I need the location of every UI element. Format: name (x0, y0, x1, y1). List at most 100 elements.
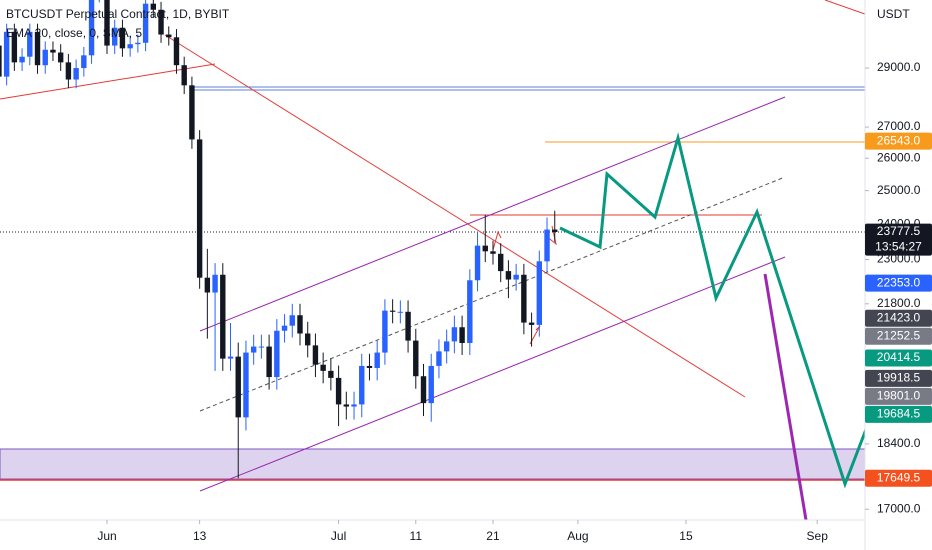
y-tick-label: 29000.0 (877, 60, 921, 74)
candle-body (81, 55, 87, 69)
price-label-text: 19801.0 (877, 389, 921, 403)
zone-box (0, 448, 865, 480)
candle-body (351, 404, 357, 407)
candle-body (312, 345, 319, 365)
x-tick-label: Jun (97, 529, 116, 543)
candle-body (88, 0, 95, 56)
candle-body (366, 365, 373, 368)
candle-body (536, 261, 543, 325)
candle-body (443, 341, 450, 352)
candle-body (57, 52, 64, 63)
candle-body (258, 346, 265, 348)
chart-title: BTCUSDT Perpetual Contract, 1D, BYBIT (6, 7, 230, 21)
trendline (0, 63, 216, 100)
price-label-countdown: 13:54:27 (875, 240, 922, 254)
candle-body (3, 31, 10, 77)
y-tick-label: 21800.0 (877, 296, 921, 310)
candle-body (513, 274, 519, 280)
candle-body (389, 310, 396, 312)
price-label-text: 17649.5 (877, 470, 921, 484)
candle-body (50, 49, 56, 53)
trendline (824, 0, 865, 15)
candle-body (374, 352, 380, 368)
candle-body (42, 49, 48, 66)
candle-body (359, 365, 365, 405)
candle-body (505, 271, 512, 280)
x-tick-label: 15 (679, 529, 693, 543)
drawings (0, 0, 865, 520)
candle-body (382, 310, 388, 353)
arrow (492, 230, 502, 251)
candle-body (27, 31, 33, 57)
price-label-text: 19684.5 (877, 407, 921, 421)
candle-body (250, 346, 257, 353)
arrow (529, 325, 541, 345)
candle-body (405, 311, 411, 341)
y-tick-label: 17000.0 (877, 501, 921, 515)
candles (0, 0, 558, 479)
candle-body (196, 139, 203, 278)
candle-body (181, 65, 187, 86)
price-labels: 26543.0 23777.5 13:54:27 22353.0 21423.0 2125… (865, 132, 932, 487)
candle-body (0, 45, 2, 77)
candle-body (343, 404, 350, 407)
candle-body (235, 356, 241, 418)
candle-body (34, 31, 41, 66)
candle-body (112, 27, 118, 46)
price-label (865, 132, 932, 150)
candle-body (552, 229, 558, 232)
candle-body (135, 42, 141, 45)
projection-path (559, 132, 865, 489)
price-label (865, 387, 932, 405)
indicator-label: EMA 20, close, 0, SMA, 5 (6, 26, 142, 40)
candle-body (451, 327, 458, 342)
price-label (865, 309, 932, 327)
candle-body (204, 277, 211, 293)
channel-line (199, 96, 786, 332)
price-label (865, 349, 932, 367)
candle-body (19, 56, 25, 63)
candle-body (297, 315, 303, 334)
candle-body (173, 37, 180, 66)
candle-body (428, 365, 434, 404)
y-tick-label: 26000.0 (877, 150, 921, 164)
candle-body (158, 9, 164, 35)
candle-body (150, 3, 157, 10)
candle-body (420, 376, 427, 404)
candle-body (65, 62, 72, 80)
candle-body (274, 330, 280, 378)
y-tick-label: 27000.0 (877, 119, 921, 133)
candle-body (490, 251, 496, 254)
candle-body (243, 352, 249, 418)
candle-body (281, 325, 288, 331)
price-label-text: 19918.5 (877, 371, 921, 385)
candle-body (498, 253, 504, 272)
x-tick-label: 11 (410, 529, 423, 543)
candle-body (474, 245, 481, 281)
channel-line (199, 256, 786, 492)
candle-body (320, 364, 326, 371)
candle-body (266, 346, 272, 378)
axis-unit: USDT (877, 7, 910, 21)
candle-body (436, 351, 442, 366)
x-tick-label: Sep (807, 529, 829, 543)
candle-body (189, 85, 195, 140)
price-label-text: 22353.0 (877, 275, 921, 289)
candle-body (459, 327, 465, 343)
x-tick-label: Jul (331, 529, 346, 543)
channel-mid (199, 176, 786, 412)
candle-body (328, 370, 334, 378)
projection-line (763, 273, 808, 520)
candle-body (397, 311, 404, 313)
candle-body (227, 356, 234, 359)
candle-body (528, 322, 535, 325)
candle-body (119, 27, 126, 49)
candle-body (104, 0, 110, 46)
candle-body (11, 31, 18, 63)
price-label (865, 274, 932, 292)
price-label-text: 20414.5 (877, 350, 921, 364)
candle-body (127, 44, 133, 49)
price-label-text: 23777.5 (877, 224, 921, 238)
price-label (865, 369, 932, 387)
